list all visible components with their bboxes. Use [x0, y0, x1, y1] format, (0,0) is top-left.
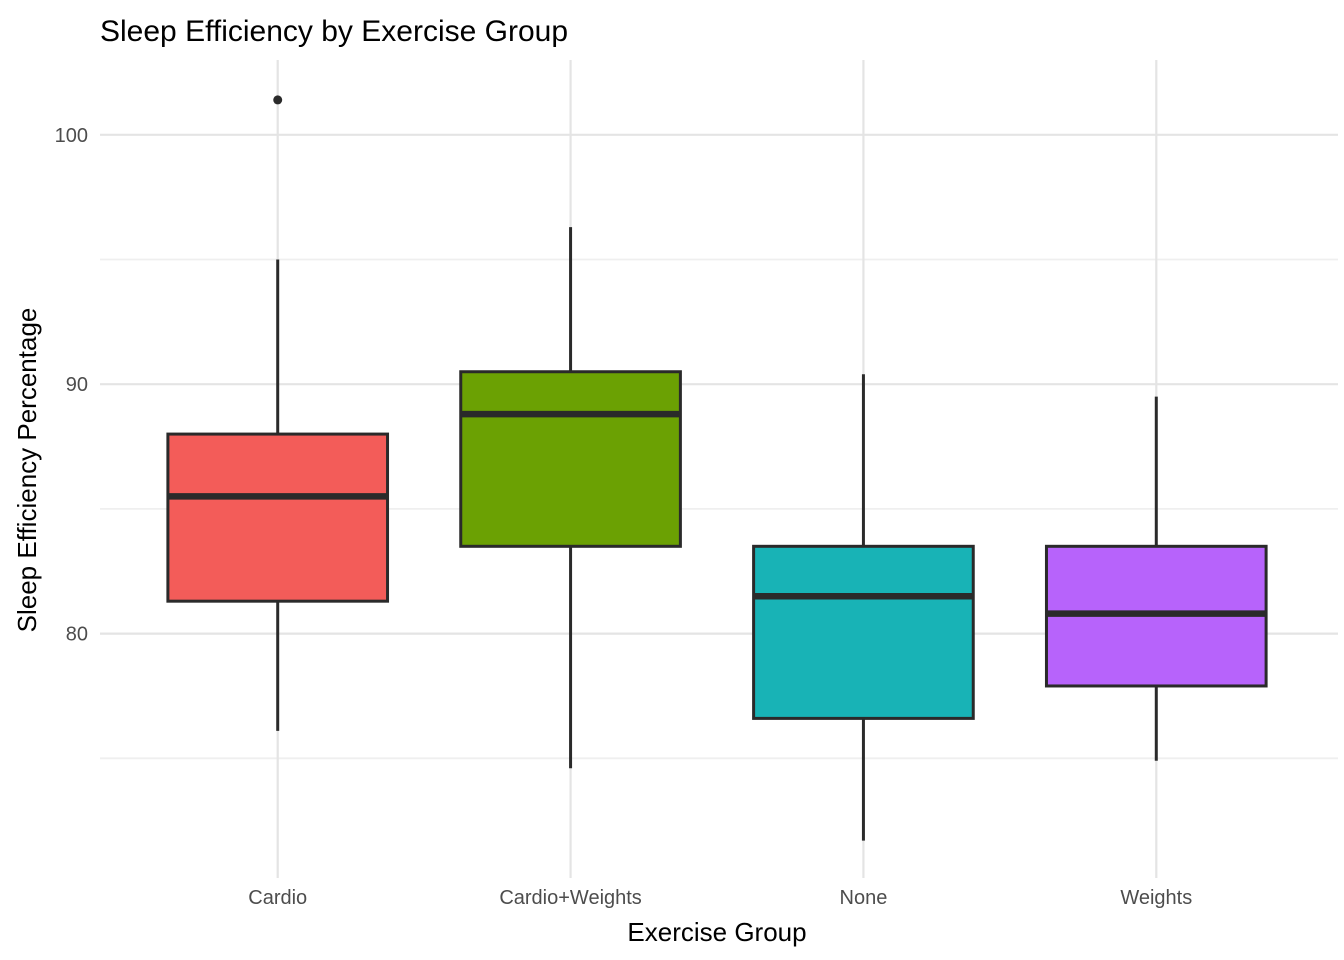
- x-category-label: None: [840, 887, 888, 909]
- boxplot-cardio-weights: [459, 227, 682, 769]
- x-category-label: Cardio: [248, 887, 307, 909]
- boxplot-none: [752, 374, 975, 841]
- y-tick-label: 90: [66, 374, 88, 396]
- outlier-point: [273, 95, 283, 105]
- y-tick-labels-group: 100 90 80: [55, 125, 88, 646]
- x-category-labels-group: Cardio Cardio+Weights None Weights: [248, 887, 1192, 909]
- y-tick-label: 80: [66, 624, 88, 646]
- boxplot-cardio: [166, 95, 390, 731]
- y-tick-label: 100: [55, 125, 88, 147]
- x-axis-title: Exercise Group: [627, 917, 806, 947]
- boxes-group: [166, 95, 1268, 841]
- x-category-label: Weights: [1120, 887, 1192, 909]
- boxplot-weights: [1044, 396, 1268, 761]
- x-category-label: Cardio+Weights: [499, 887, 641, 909]
- iqr-box: [459, 370, 682, 548]
- vertical-gridlines-group: [276, 60, 1158, 878]
- iqr-box: [752, 544, 975, 720]
- chart-title: Sleep Efficiency by Exercise Group: [100, 15, 568, 48]
- iqr-box: [166, 432, 390, 603]
- y-axis-title: Sleep Efficiency Percentage: [12, 308, 42, 633]
